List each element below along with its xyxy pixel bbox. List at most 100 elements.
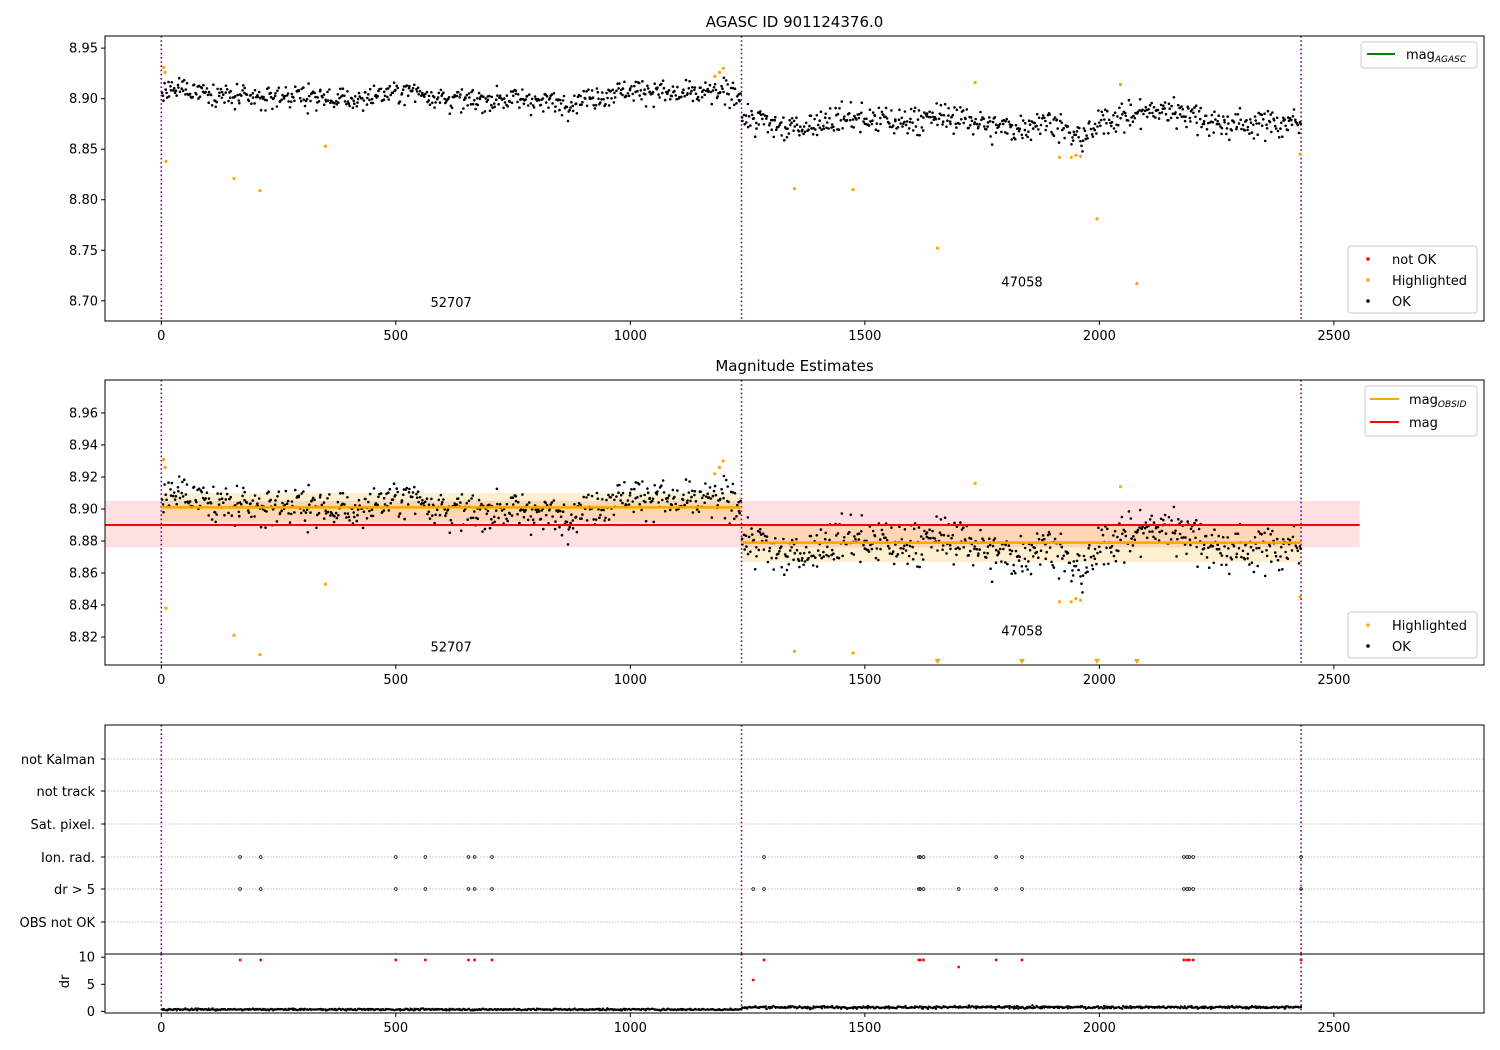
ok-point: [505, 94, 509, 97]
ok-point: [182, 478, 186, 482]
ok-point: [346, 100, 350, 103]
ok-point: [1104, 108, 1107, 111]
flag-marker: [1191, 887, 1195, 891]
ok-point: [202, 83, 205, 87]
ok-point: [560, 113, 564, 117]
dr-point: [1013, 1005, 1016, 1008]
obs-boundaries: [160, 36, 1302, 321]
ok-point: [181, 80, 184, 83]
ok-point: [382, 90, 386, 94]
ok-point: [1290, 549, 1294, 552]
ok-point: [1281, 116, 1285, 120]
ok-point: [1181, 107, 1184, 111]
ok-point: [391, 498, 395, 501]
ok-point: [648, 90, 652, 94]
ok-point: [727, 92, 730, 96]
ok-point: [213, 511, 217, 514]
ok-point: [1127, 98, 1131, 102]
flag-marker: [917, 855, 921, 859]
ok-point: [376, 94, 380, 98]
ok-point: [965, 108, 969, 111]
ok-point: [1183, 119, 1187, 123]
ok-point: [711, 89, 715, 92]
ok-point: [1089, 127, 1093, 131]
ok-point: [621, 93, 624, 97]
ok-point: [599, 513, 602, 517]
ok-point: [879, 116, 882, 120]
ok-point: [840, 512, 844, 515]
dr-point: [1067, 1005, 1071, 1008]
ok-point: [1039, 549, 1043, 552]
ok-point: [1009, 125, 1012, 129]
ok-point: [1006, 562, 1009, 566]
ok-point: [356, 97, 360, 101]
high-dr-point: [1191, 958, 1195, 962]
ok-point: [480, 94, 483, 97]
ok-point: [975, 547, 979, 551]
ok-point: [207, 101, 210, 104]
ok-point: [184, 493, 188, 496]
ok-point: [553, 110, 557, 113]
y-tick-label: 5: [87, 978, 95, 993]
ok-point: [994, 561, 998, 564]
ok-point: [745, 545, 748, 548]
highlighted-point: [1057, 155, 1062, 159]
ok-point: [755, 555, 758, 558]
ok-point: [631, 500, 634, 503]
ok-point: [681, 91, 685, 95]
ok-point: [1063, 136, 1066, 140]
ok-point: [1023, 128, 1027, 132]
ok-point: [709, 90, 713, 94]
ok-point: [1045, 550, 1048, 554]
flag-marker: [1182, 887, 1186, 891]
ok-point: [809, 534, 813, 538]
ok-point: [1299, 547, 1302, 550]
ok-point: [1275, 537, 1279, 541]
ok-point: [615, 495, 618, 498]
ok-point: [1044, 557, 1047, 560]
ok-point: [786, 127, 789, 130]
ok-point: [458, 96, 462, 99]
ok-point: [1234, 113, 1237, 116]
ok-point: [1130, 116, 1133, 119]
ok-point: [484, 97, 487, 100]
ok-point: [903, 110, 907, 113]
dr-point: [746, 1006, 749, 1009]
ok-point: [247, 99, 251, 103]
ok-point: [1279, 127, 1282, 130]
ok-point: [1119, 538, 1122, 542]
ok-point: [356, 508, 360, 511]
ok-point: [292, 96, 295, 99]
ok-point: [558, 108, 561, 112]
ok-point: [346, 512, 350, 515]
ok-point: [400, 92, 404, 95]
ok-point: [670, 94, 674, 98]
ok-point: [357, 91, 361, 95]
ok-point: [544, 513, 548, 517]
dr-point: [1284, 1007, 1287, 1010]
ok-point: [782, 116, 785, 119]
ok-point: [933, 537, 937, 540]
ok-point: [686, 499, 689, 502]
x-tick-label: 2500: [1317, 673, 1350, 688]
ok-point: [975, 122, 979, 126]
ok-point: [493, 520, 497, 524]
ok-point: [699, 490, 702, 494]
ok-point: [1173, 532, 1177, 535]
ok-point: [516, 93, 520, 96]
ok-point: [1021, 136, 1024, 140]
ok-point: [184, 88, 188, 91]
ok-point: [1194, 518, 1198, 522]
ok-point: [1170, 104, 1173, 108]
ok-point: [508, 512, 512, 515]
ok-point: [691, 511, 695, 514]
ok-point: [1188, 538, 1192, 541]
ok-point: [722, 76, 726, 80]
ok-point: [178, 90, 182, 94]
dr-point: [784, 1006, 788, 1009]
ok-point: [1157, 539, 1161, 542]
ok-point: [619, 92, 622, 95]
ok-point: [1263, 531, 1266, 535]
ok-point: [888, 547, 891, 550]
